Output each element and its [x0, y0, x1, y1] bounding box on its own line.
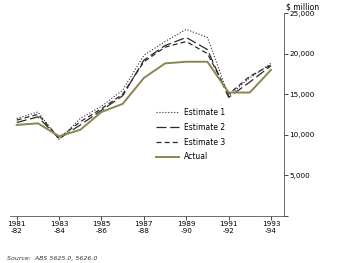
Actual	[99, 110, 103, 114]
Estimate 2	[248, 80, 252, 84]
Actual	[163, 62, 167, 65]
Estimate 1	[121, 89, 125, 92]
Line: Estimate 3: Estimate 3	[17, 42, 271, 138]
Estimate 1	[248, 76, 252, 79]
Estimate 3	[269, 63, 273, 67]
Estimate 3	[36, 113, 40, 116]
Estimate 1	[78, 117, 82, 120]
Actual	[142, 76, 146, 79]
Line: Estimate 1: Estimate 1	[17, 29, 271, 139]
Estimate 1	[227, 94, 231, 97]
Estimate 3	[78, 120, 82, 123]
Estimate 1	[184, 28, 188, 31]
Estimate 1	[269, 62, 273, 65]
Estimate 2	[142, 59, 146, 62]
Estimate 2	[121, 94, 125, 97]
Estimate 1	[163, 40, 167, 43]
Text: Source:  ABS 5625.0, 5626.0: Source: ABS 5625.0, 5626.0	[7, 256, 97, 261]
Estimate 1	[206, 36, 210, 39]
Estimate 3	[206, 52, 210, 55]
Estimate 1	[15, 117, 19, 120]
Estimate 3	[248, 75, 252, 78]
Actual	[15, 123, 19, 127]
Estimate 2	[15, 121, 19, 124]
Line: Estimate 2: Estimate 2	[17, 37, 271, 139]
Estimate 2	[184, 36, 188, 39]
Estimate 3	[99, 107, 103, 110]
Actual	[227, 91, 231, 94]
Estimate 2	[57, 137, 61, 140]
Line: Actual: Actual	[17, 62, 271, 136]
Estimate 2	[99, 109, 103, 112]
Estimate 2	[206, 48, 210, 51]
Actual	[36, 122, 40, 125]
Estimate 2	[36, 115, 40, 118]
Estimate 3	[142, 60, 146, 63]
Estimate 1	[57, 138, 61, 141]
Estimate 1	[99, 105, 103, 108]
Estimate 3	[121, 93, 125, 96]
Estimate 3	[163, 45, 167, 49]
Estimate 3	[184, 40, 188, 43]
Estimate 3	[15, 119, 19, 122]
Estimate 2	[163, 44, 167, 47]
Legend: Estimate 1, Estimate 2, Estimate 3, Actual: Estimate 1, Estimate 2, Estimate 3, Actu…	[156, 108, 225, 161]
Actual	[57, 135, 61, 138]
Actual	[206, 60, 210, 63]
Estimate 3	[57, 136, 61, 139]
Estimate 2	[78, 123, 82, 127]
Actual	[121, 102, 125, 105]
Actual	[78, 128, 82, 132]
Actual	[248, 91, 252, 94]
Actual	[269, 68, 273, 72]
Estimate 2	[269, 64, 273, 67]
Estimate 1	[142, 54, 146, 57]
Estimate 2	[227, 96, 231, 99]
Estimate 3	[227, 93, 231, 96]
Text: $ million: $ million	[286, 2, 320, 11]
Estimate 1	[36, 110, 40, 114]
Actual	[184, 60, 188, 63]
